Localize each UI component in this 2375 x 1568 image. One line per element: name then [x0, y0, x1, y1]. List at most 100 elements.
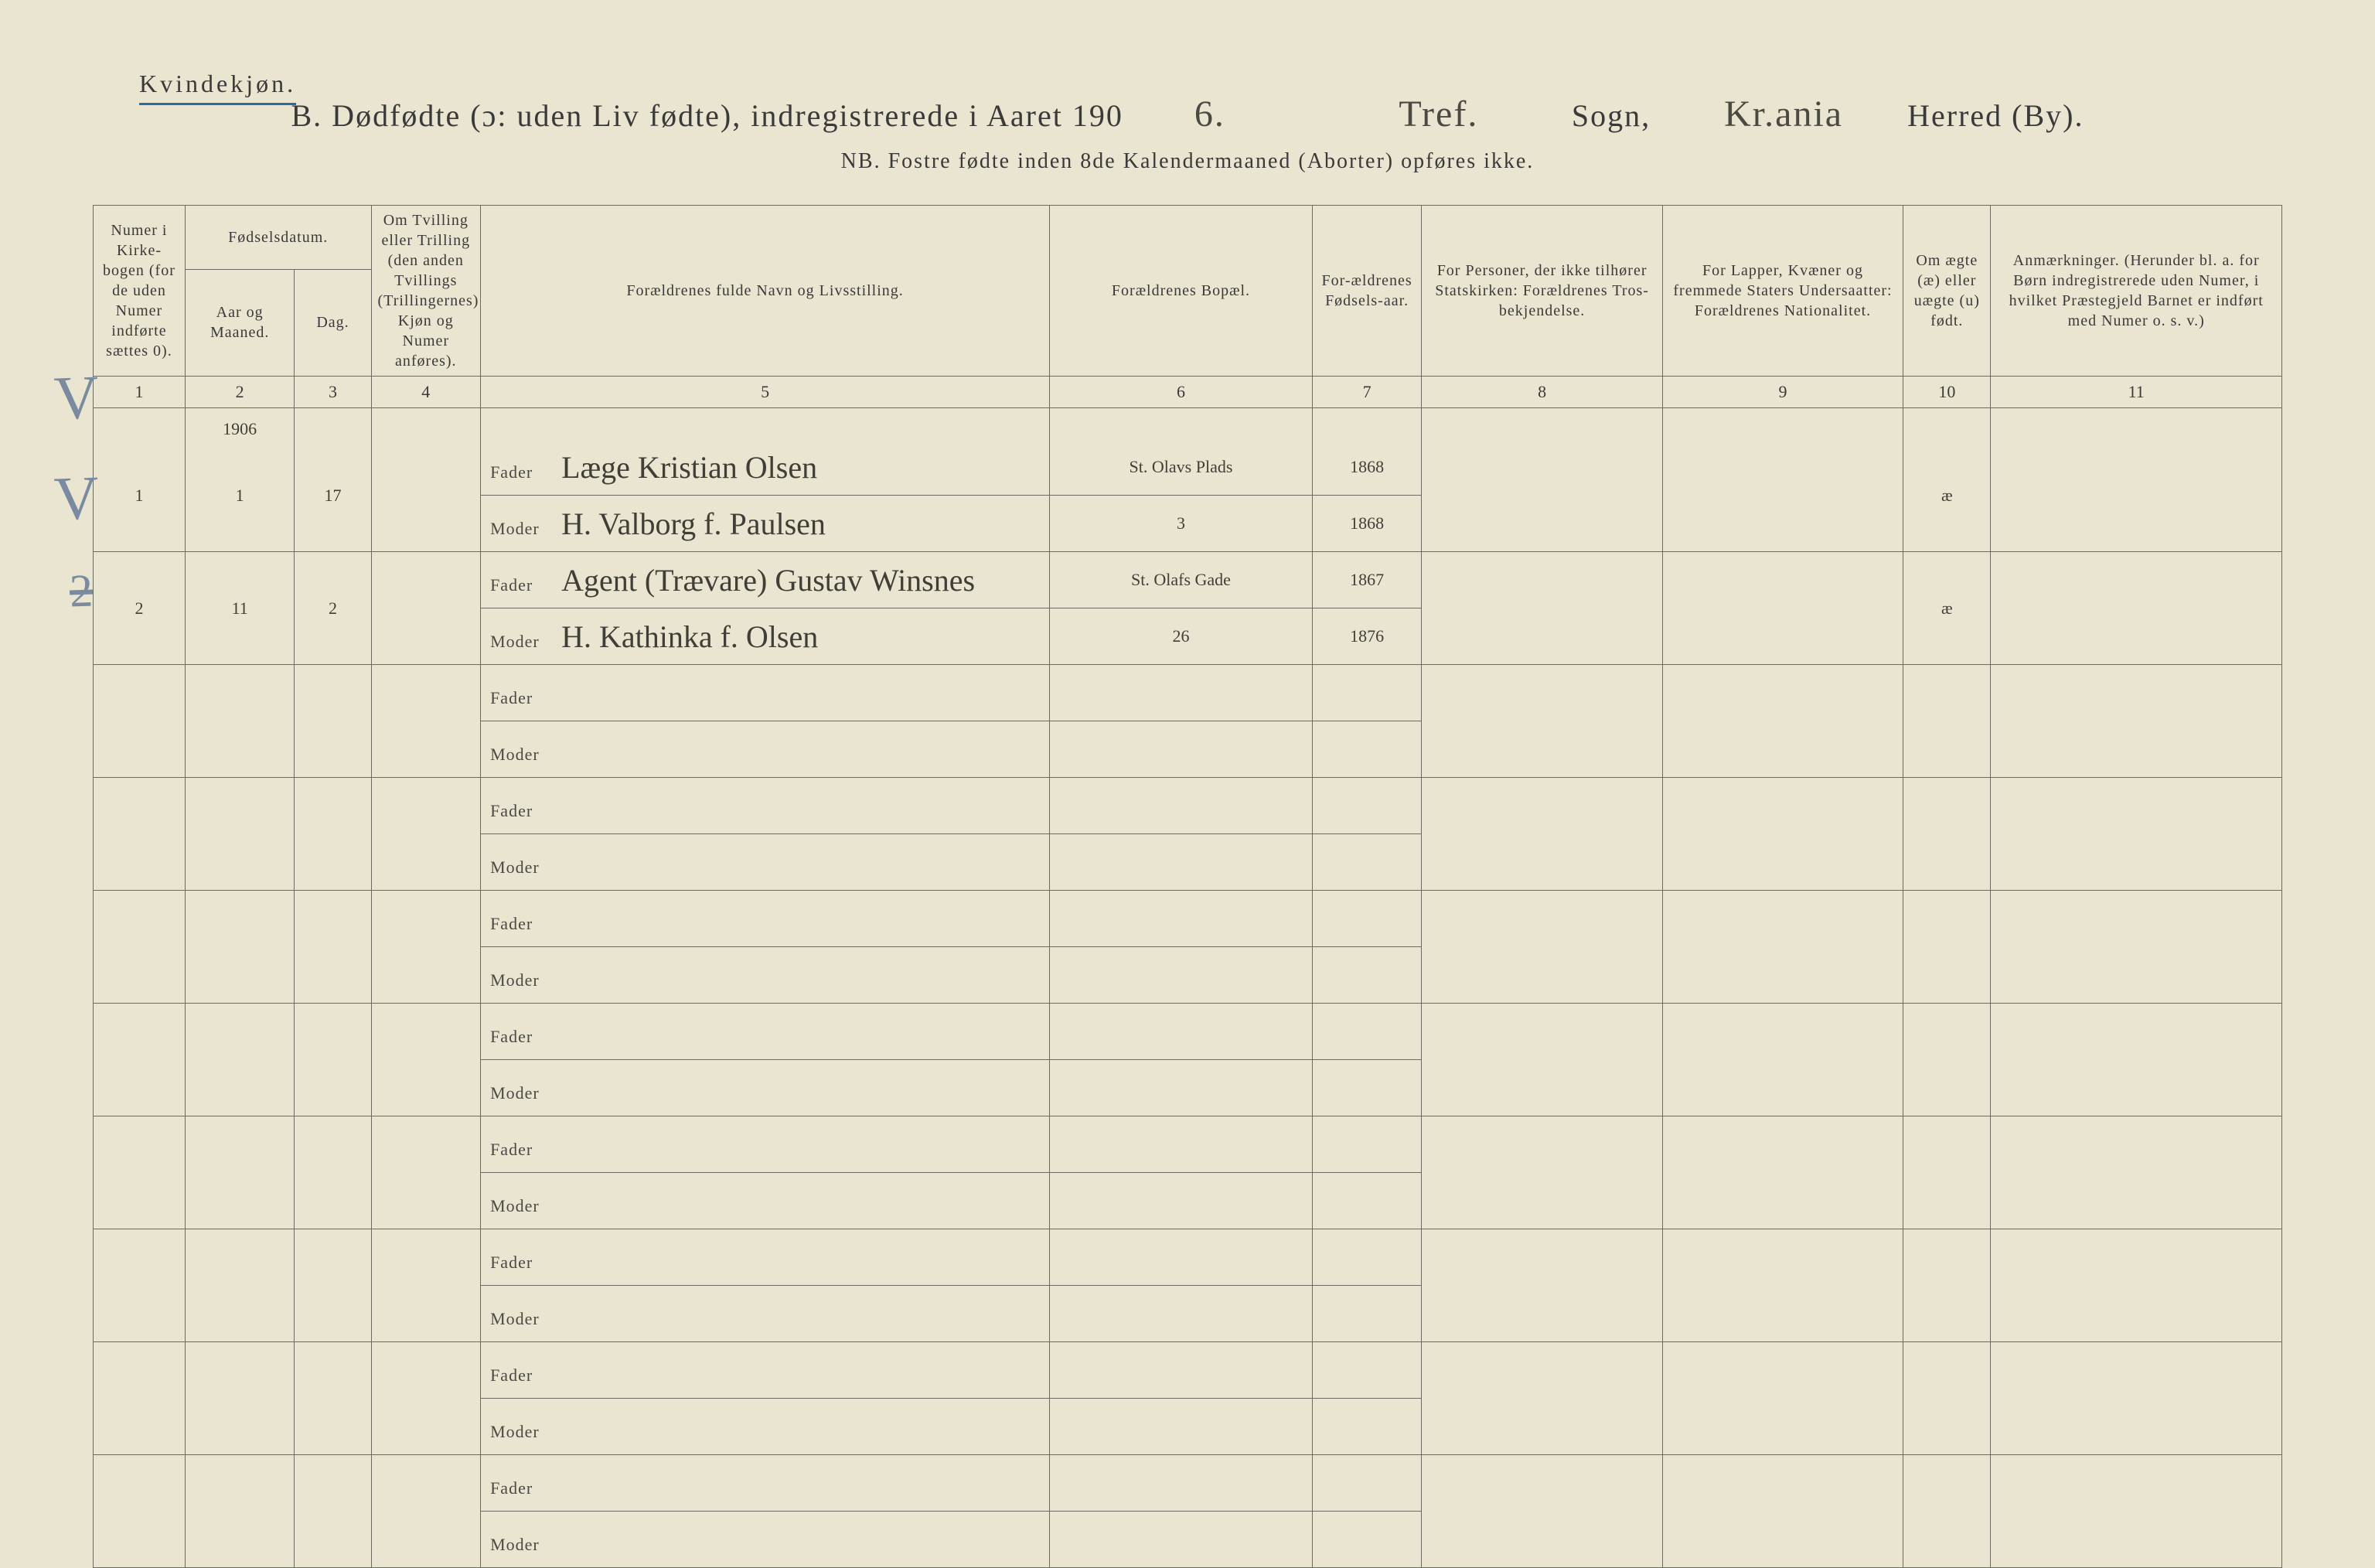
cell-num — [94, 1342, 186, 1455]
cell-fader: Fader — [481, 1229, 1050, 1286]
fader-label: Fader — [490, 914, 561, 934]
col-header-10: Om ægte (æ) eller uægte (u) født. — [1903, 206, 1991, 377]
colnum-3: 3 — [295, 377, 371, 408]
empty — [1050, 408, 1313, 440]
moder-value: H. Kathinka f. Olsen — [561, 619, 818, 654]
cell-num — [94, 778, 186, 891]
cell-faar-m — [1312, 834, 1422, 891]
cell-c8 — [1422, 1004, 1662, 1116]
cell-faar-m — [1312, 947, 1422, 1004]
cell-fader: Fader — [481, 1004, 1050, 1060]
cell-faar-f — [1312, 1229, 1422, 1286]
table-row: Fader — [94, 1116, 2282, 1173]
cell-moder: Moder — [481, 1060, 1050, 1116]
cell-num — [94, 1229, 186, 1342]
fader-label: Fader — [490, 1027, 561, 1047]
colnum-9: 9 — [1662, 377, 1903, 408]
cell-tvilling — [371, 1455, 481, 1568]
column-number-row: 1 2 3 4 5 6 7 8 9 10 11 — [94, 377, 2282, 408]
col-header-1: Numer i Kirke-bogen (for de uden Numer i… — [94, 206, 186, 377]
fader-label: Fader — [490, 1253, 561, 1273]
cell-bopael-m — [1050, 1173, 1313, 1229]
empty — [94, 408, 186, 440]
cell-aegte — [1903, 1229, 1991, 1342]
cell-aar-mnd — [185, 1116, 295, 1229]
register-page: Kvindekjøn. B. Dødfødte (ɔ: uden Liv fød… — [0, 0, 2375, 1549]
colnum-10: 10 — [1903, 377, 1991, 408]
cell-tvilling — [371, 552, 481, 665]
cell-fader: Fader — [481, 1455, 1050, 1512]
cell-faar-m: 1868 — [1312, 496, 1422, 552]
table-row: Fader — [94, 778, 2282, 834]
cell-moder: Moder — [481, 834, 1050, 891]
table-row: 1117FaderLæge Kristian OlsenSt. Olavs Pl… — [94, 439, 2282, 496]
cell-bopael-f: St. Olavs Plads — [1050, 439, 1313, 496]
cell-aegte — [1903, 1116, 1991, 1229]
cell-c8 — [1422, 1229, 1662, 1342]
cell-bopael-f — [1050, 665, 1313, 721]
cell-fader: Fader — [481, 891, 1050, 947]
cell-anm — [1991, 439, 2282, 552]
fader-value: Læge Kristian Olsen — [561, 450, 817, 485]
cell-moder: ModerH. Valborg f. Paulsen — [481, 496, 1050, 552]
col-header-11: Anmærkninger. (Herunder bl. a. for Børn … — [1991, 206, 2282, 377]
margin-check-1: V — [53, 363, 100, 435]
table-row: Fader — [94, 665, 2282, 721]
moder-value: H. Valborg f. Paulsen — [561, 506, 826, 541]
moder-label: Moder — [490, 1422, 561, 1442]
cell-faar-f — [1312, 1455, 1422, 1512]
moder-label: Moder — [490, 1535, 561, 1555]
page-title-row: B. Dødfødte (ɔ: uden Liv fødte), indregi… — [93, 93, 2282, 135]
cell-fader: FaderAgent (Trævare) Gustav Winsnes — [481, 552, 1050, 608]
table-row: Fader — [94, 1455, 2282, 1512]
year-suffix-hand: 6. — [1123, 93, 1297, 135]
cell-moder: ModerH. Kathinka f. Olsen — [481, 608, 1050, 665]
cell-tvilling — [371, 1004, 481, 1116]
cell-moder: Moder — [481, 721, 1050, 778]
cell-anm — [1991, 1229, 2282, 1342]
fader-label: Fader — [490, 462, 561, 482]
cell-faar-m — [1312, 1173, 1422, 1229]
cell-bopael-f — [1050, 891, 1313, 947]
cell-faar-m — [1312, 1512, 1422, 1568]
cell-bopael-m — [1050, 1399, 1313, 1455]
cell-faar-m — [1312, 1060, 1422, 1116]
cell-num — [94, 665, 186, 778]
colnum-6: 6 — [1050, 377, 1313, 408]
cell-c9 — [1662, 778, 1903, 891]
moder-label: Moder — [490, 632, 561, 652]
colnum-7: 7 — [1312, 377, 1422, 408]
empty — [371, 408, 481, 440]
margin-check-2: V — [53, 463, 100, 535]
cell-bopael-f — [1050, 1342, 1313, 1399]
cell-aegte — [1903, 1004, 1991, 1116]
cell-moder: Moder — [481, 1286, 1050, 1342]
cell-anm — [1991, 1116, 2282, 1229]
fader-label: Fader — [490, 1140, 561, 1160]
cell-c8 — [1422, 439, 1662, 552]
cell-dag — [295, 1116, 371, 1229]
cell-aar-mnd: 1 — [185, 439, 295, 552]
cell-bopael-f — [1050, 1455, 1313, 1512]
empty — [1312, 408, 1422, 440]
moder-label: Moder — [490, 1309, 561, 1329]
cell-anm — [1991, 552, 2282, 665]
cell-faar-f — [1312, 1004, 1422, 1060]
col-header-2-group: Fødselsdatum. — [185, 206, 371, 270]
register-table: Numer i Kirke-bogen (for de uden Numer i… — [93, 205, 2282, 1568]
cell-aegte — [1903, 665, 1991, 778]
cell-anm — [1991, 1455, 2282, 1568]
col-header-9: For Lapper, Kvæner og fremmede Staters U… — [1662, 206, 1903, 377]
colnum-8: 8 — [1422, 377, 1662, 408]
parish-hand: Tref. — [1352, 93, 1525, 135]
cell-c8 — [1422, 1342, 1662, 1455]
colnum-1: 1 — [94, 377, 186, 408]
col-header-8: For Personer, der ikke tilhører Statskir… — [1422, 206, 1662, 377]
cell-bopael-m — [1050, 1512, 1313, 1568]
cell-c8 — [1422, 1455, 1662, 1568]
cell-c9 — [1662, 1342, 1903, 1455]
title-prefix: B. Dødfødte (ɔ: uden Liv fødte), indregi… — [291, 97, 1123, 134]
cell-c9 — [1662, 1004, 1903, 1116]
cell-num: 2 — [94, 552, 186, 665]
fader-label: Fader — [490, 801, 561, 821]
